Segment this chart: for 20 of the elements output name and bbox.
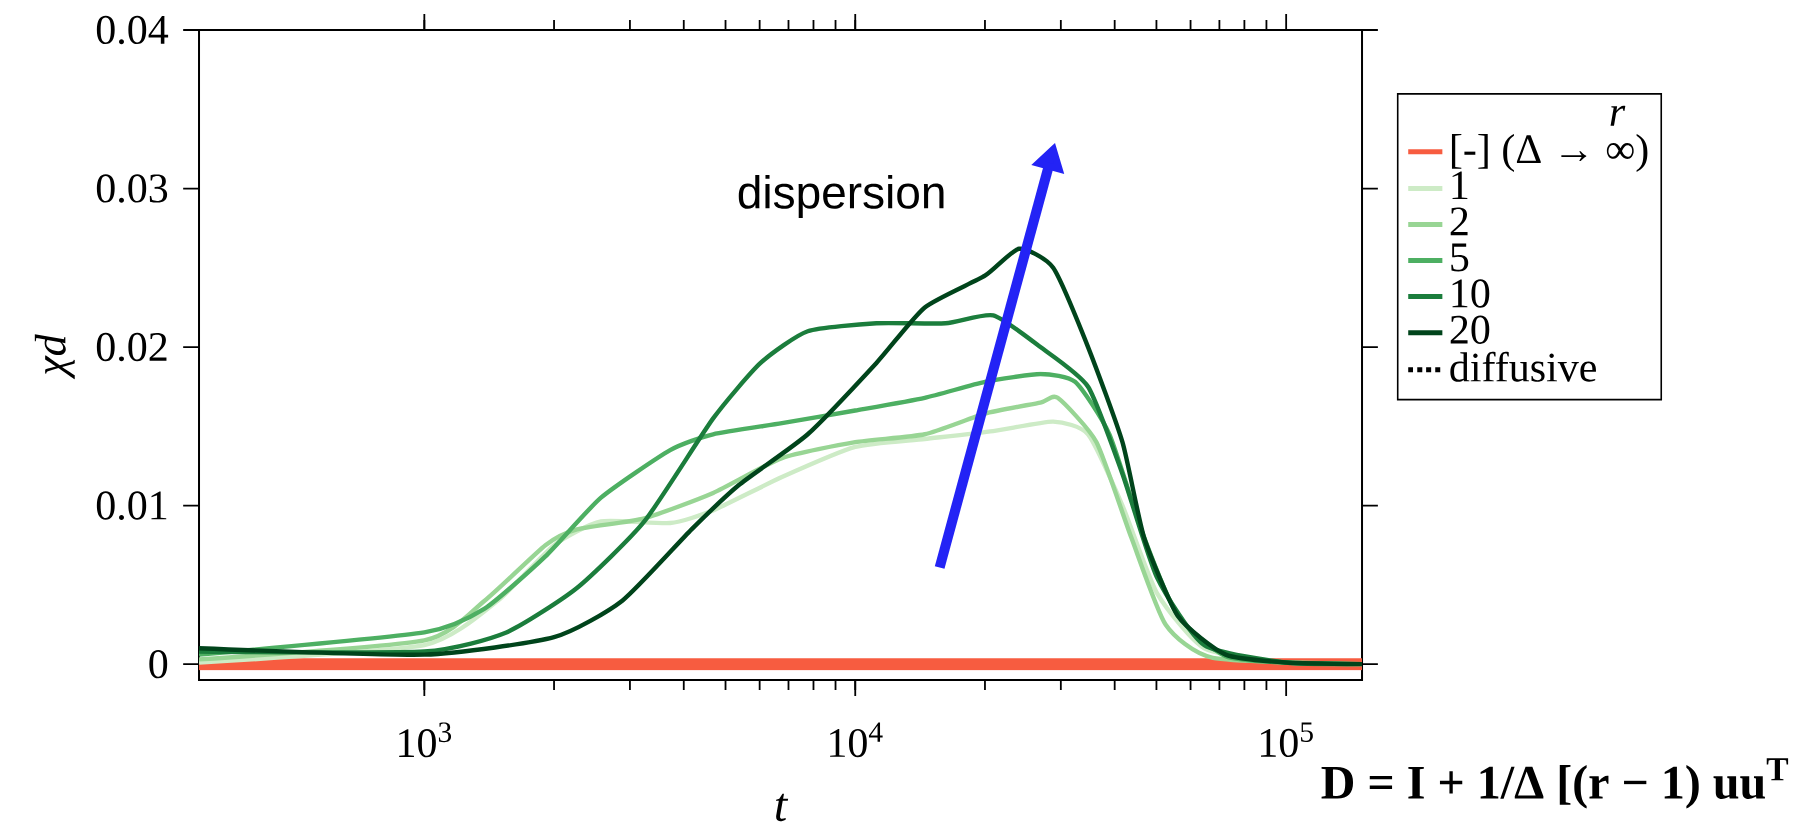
y-tick-label: 0.04 bbox=[96, 15, 169, 45]
text: D = I + 1/Δ [(r − 1) uu$^{T}$ bbox=[1321, 758, 1789, 809]
legend-label: diffusive bbox=[1450, 351, 1596, 382]
legend-title: r bbox=[1610, 105, 1626, 126]
y-tick-label: 0.02 bbox=[96, 332, 167, 362]
x-tick-label: 10$^{5}$ bbox=[1261, 722, 1313, 758]
legend-label: 5 bbox=[1451, 243, 1469, 272]
x-tick-label: 10$^{4}$ bbox=[830, 722, 883, 758]
y-axis-title: χd bbox=[34, 334, 75, 380]
y-tick-label: 0 bbox=[149, 649, 168, 679]
x-tick-label: 10$^{3}$ bbox=[399, 722, 452, 758]
x-axis-title: t bbox=[775, 793, 789, 822]
legend-label: 10 bbox=[1452, 279, 1490, 308]
legend-label: 20 bbox=[1450, 315, 1490, 344]
annotation: dispersion bbox=[738, 174, 944, 218]
legend-label: 2 bbox=[1450, 207, 1468, 236]
legend-label: 1 bbox=[1452, 171, 1468, 199]
y-tick-label: 0.03 bbox=[96, 174, 168, 203]
y-tick-label: 0.01 bbox=[96, 491, 167, 520]
legend-label: [-] (Δ → ∞) bbox=[1451, 133, 1648, 172]
